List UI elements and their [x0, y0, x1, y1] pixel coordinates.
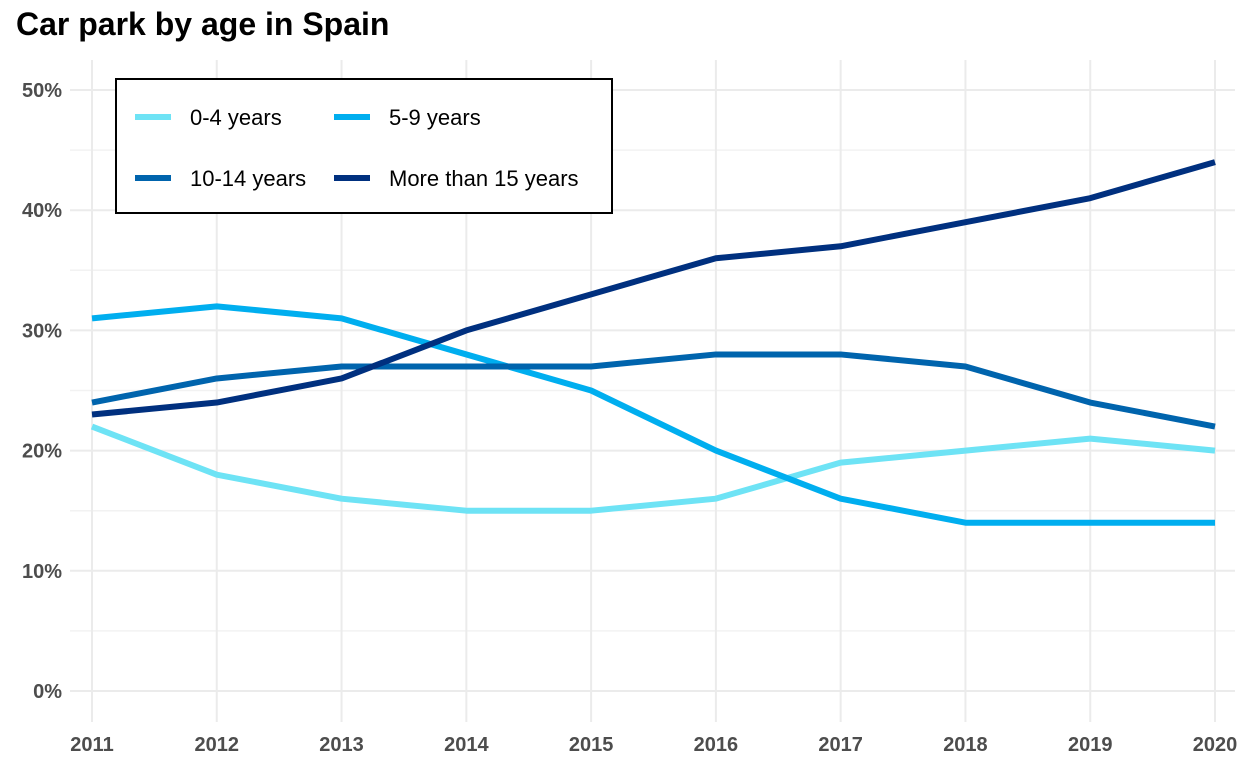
legend-label: 5-9 years: [389, 105, 481, 130]
series-line: [91, 351, 1216, 430]
series-line: [91, 159, 1216, 418]
y-tick-label: 0%: [33, 681, 62, 703]
y-axis-tick-labels: 0% 10% 20% 30% 40% 50%: [22, 80, 62, 703]
legend-label: More than 15 years: [389, 166, 579, 191]
series-line: [90, 423, 1216, 514]
legend-label: 0-4 years: [190, 105, 282, 130]
x-axis-tick-labels: 2011 2012 2013 2014 2015 2016 2017 2018 2019 2020: [70, 734, 1237, 756]
x-tick-label: 2011: [70, 734, 113, 756]
series-line: [91, 303, 1215, 526]
x-tick-label: 2020: [1193, 734, 1238, 756]
chart-title: Car park by age in Spain: [16, 6, 390, 42]
legend-box: [115, 78, 613, 214]
x-tick-label: 2016: [694, 734, 739, 756]
legend: 0-4 years 5-9 years 10-14 years More than 1…: [115, 78, 613, 214]
x-tick-label: 2013: [319, 734, 364, 756]
minor-gridlines: [70, 149, 1235, 632]
x-tick-label: 2019: [1068, 734, 1113, 756]
x-tick-label: 2018: [943, 734, 988, 756]
y-tick-label: 50%: [22, 80, 62, 102]
y-tick-label: 10%: [22, 561, 62, 583]
x-tick-label: 2012: [195, 734, 240, 756]
y-tick-label: 20%: [22, 441, 62, 463]
x-tick-label: 2015: [569, 734, 614, 756]
x-tick-label: 2017: [818, 734, 863, 756]
y-tick-label: 40%: [22, 200, 62, 222]
x-tick-label: 2014: [444, 734, 489, 756]
y-tick-label: 30%: [22, 320, 62, 342]
series-lines: [90, 159, 1216, 526]
legend-label: 10-14 years: [190, 166, 306, 191]
